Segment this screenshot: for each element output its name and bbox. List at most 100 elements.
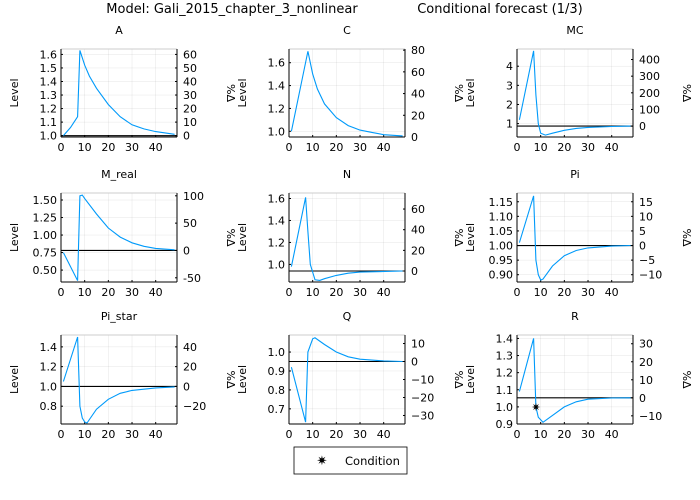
y2-axis-label: %Δ [224, 84, 237, 102]
y2-tick-label: 60 [411, 66, 425, 79]
panel-a: 0 10 20 30 401.01.11.21.31.41.51.60102030405… [8, 24, 237, 154]
y2-tick-label: −10 [639, 410, 662, 423]
x-tick-label: 10 [78, 428, 92, 441]
x-tick-label: 30 [581, 141, 595, 154]
y2-tick-label: −20 [183, 400, 206, 413]
y2-tick-label: 20 [183, 103, 197, 116]
legend-box [293, 446, 408, 475]
y-tick-label: 1.05 [489, 225, 514, 238]
y2-axis-label: %Δ [224, 371, 237, 389]
figure-title-model: Model: Gali_2015_chapter_3_nonlinear [106, 2, 358, 17]
y2-tick-label: 40 [183, 75, 197, 88]
y2-tick-label: 200 [639, 87, 660, 100]
y2-tick-label: 10 [639, 374, 653, 387]
panel-title: N [343, 168, 351, 181]
y2-tick-label: -50 [183, 272, 201, 285]
x-tick-label: 0 [286, 286, 293, 299]
x-tick-label: 30 [125, 428, 139, 441]
y2-tick-label: 0 [183, 380, 190, 393]
panel-q: 0 10 20 30 40 0.7 0.8 0.9 1.0 −30 −20 −10 0 10 Q Level%… [236, 310, 465, 441]
y-tick-label: 1.15 [489, 196, 514, 209]
panel-pi-star: 0 10 20 30 40 0.8 1.0 1.2 1.4 −20 0 20 40 Pi_star Leve… [8, 310, 237, 441]
y2-tick-label: 80 [411, 44, 425, 57]
y-tick-label: 1.6 [268, 57, 286, 70]
x-tick-label: 10 [306, 141, 320, 154]
forecast-line [62, 194, 175, 281]
x-tick-label: 0 [58, 428, 65, 441]
panel-n: 0 10 20 30 40 1.0 1.2 1.4 1.6 0 20 40 60 N Level %Δ [236, 168, 465, 299]
x-tick-label: 0 [514, 141, 521, 154]
x-tick-label: 30 [353, 141, 367, 154]
y2-tick-label: 50 [183, 217, 197, 230]
y-tick-label: 1.4 [496, 332, 514, 345]
x-tick-label: 0 [58, 141, 65, 154]
x-tick-label: 10 [78, 286, 92, 299]
x-tick-label: 30 [581, 428, 595, 441]
x-tick-label: 20 [101, 141, 115, 154]
x-tick-label: 10 [306, 286, 320, 299]
y2-axis-label: %Δ [680, 371, 693, 389]
y-tick-label: 1.4 [40, 75, 58, 88]
y-tick-label: 1.3 [496, 350, 514, 363]
x-tick-label: 40 [377, 286, 391, 299]
panel-title: Pi_star [101, 310, 138, 323]
y-tick-label: 0.8 [268, 384, 286, 397]
panel-title: Q [343, 310, 352, 323]
x-tick-label: 20 [557, 286, 571, 299]
x-tick-label: 40 [605, 141, 619, 154]
y2-tick-label: 0 [639, 392, 646, 405]
x-tick-label: 20 [101, 428, 115, 441]
panel-title: Pi [570, 168, 579, 181]
y2-tick-label: 0 [639, 240, 646, 253]
forecast-line [518, 338, 631, 424]
y2-tick-label: 0 [411, 131, 418, 144]
y-tick-label: 1.2 [268, 102, 286, 115]
panel-title: M_real [101, 168, 137, 181]
y-tick-label: 1.6 [40, 48, 58, 61]
x-tick-label: 10 [534, 428, 548, 441]
y-tick-label: 0.90 [489, 269, 514, 282]
y-tick-label: 1.10 [489, 210, 514, 223]
y2-tick-label: 100 [183, 190, 204, 203]
x-tick-label: 0 [514, 428, 521, 441]
y2-tick-label: 40 [411, 224, 425, 237]
x-tick-label: 40 [605, 286, 619, 299]
y-axis-label: Level [236, 365, 249, 394]
panel-title: R [571, 310, 579, 323]
y-axis-label: Level [236, 78, 249, 107]
y2-tick-label: 0 [639, 120, 646, 133]
x-tick-label: 40 [149, 286, 163, 299]
y2-tick-label: −30 [411, 409, 434, 422]
y-tick-label: 1.2 [496, 367, 514, 380]
y2-tick-label: 30 [183, 89, 197, 102]
x-tick-label: 40 [149, 428, 163, 441]
panel-title: A [115, 24, 123, 37]
x-tick-label: 0 [58, 286, 65, 299]
y-tick-label: 1.0 [40, 380, 58, 393]
y-tick-label: 1.50 [33, 194, 58, 207]
y-tick-label: 1.2 [40, 361, 58, 374]
y2-tick-label: 50 [183, 62, 197, 75]
y2-tick-label: 0 [411, 265, 418, 278]
y-tick-label: 1.00 [489, 240, 514, 253]
x-tick-label: 30 [353, 428, 367, 441]
panel-pi: 0 10 20 30 400.900.951.001.051.101.15−10−505… [464, 168, 693, 299]
y2-tick-label: 20 [183, 361, 197, 374]
panel-title: MC [566, 24, 583, 37]
panel-title: C [343, 24, 351, 37]
x-tick-label: 40 [377, 141, 391, 154]
y2-tick-label: 0 [183, 244, 190, 257]
y-tick-label: 4 [506, 60, 513, 73]
x-tick-label: 30 [581, 286, 595, 299]
y-tick-label: 1.5 [40, 62, 58, 75]
x-tick-label: 20 [329, 141, 343, 154]
y2-tick-label: 15 [639, 196, 653, 209]
y-axis-label: Level [236, 223, 249, 252]
y-tick-label: 1.0 [496, 401, 514, 414]
x-tick-label: 0 [514, 286, 521, 299]
y-axis-label: Level [8, 223, 21, 252]
y2-tick-label: 100 [639, 103, 660, 116]
condition-marker: ✷ [531, 401, 540, 414]
x-tick-label: 30 [125, 141, 139, 154]
